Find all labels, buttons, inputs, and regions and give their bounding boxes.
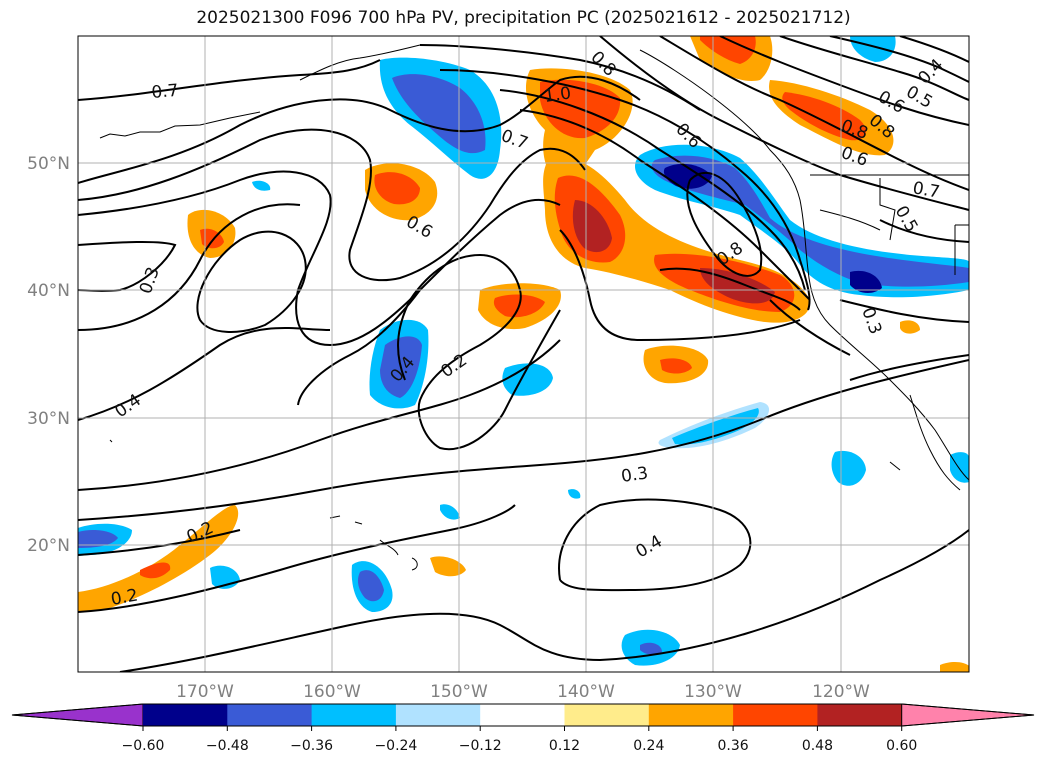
colorbar-segment — [480, 704, 565, 726]
colorbar-tick-label: 0.12 — [549, 738, 580, 754]
latitude-labels: 50°N 40°N 30°N 20°N — [27, 154, 70, 556]
lat-label: 30°N — [27, 409, 70, 429]
map-content: 0.7 1.0 0.8 0.8 0.7 0.6 0.6 0.4 0.5 0.8 … — [78, 36, 969, 672]
colorbar-segment — [395, 704, 481, 726]
map-background — [78, 36, 969, 672]
lon-label: 140°W — [557, 682, 615, 702]
colorbar-segment — [311, 704, 397, 726]
colorbar-ticks: −0.60 −0.48 −0.36 −0.24 −0.12 0.12 0.24 0.36 0.4… — [122, 726, 917, 754]
colorbar-tick-label: −0.48 — [206, 738, 249, 754]
colorbar-tick-label: −0.24 — [374, 738, 417, 754]
colorbar-tick-label: −0.60 — [122, 738, 165, 754]
colorbar-arrow-right — [901, 703, 1035, 727]
colorbar-tick-label: −0.36 — [290, 738, 333, 754]
lon-label: 170°W — [176, 682, 234, 702]
lat-label: 40°N — [27, 281, 70, 301]
colorbar-segment — [227, 704, 313, 726]
lon-label: 120°W — [812, 682, 870, 702]
lat-label: 50°N — [27, 154, 70, 174]
colorbar-segment — [817, 704, 903, 726]
colorbar-arrow-left — [11, 703, 144, 727]
colorbar-tick-label: 0.36 — [718, 738, 749, 754]
lat-label: 20°N — [27, 536, 70, 556]
contour-label: 0.7 — [911, 178, 941, 202]
colorbar-segment — [648, 704, 734, 726]
colorbar-tick-label: 0.60 — [886, 738, 917, 754]
contour-label: 0.7 — [151, 81, 180, 103]
coastline — [99, 44, 969, 491]
lon-label: 160°W — [303, 682, 361, 702]
pv-contours — [78, 36, 969, 672]
colorbar-tick-label: −0.12 — [459, 738, 502, 754]
colorbar-segment — [733, 704, 818, 726]
colorbar — [11, 703, 1035, 727]
longitude-labels: 170°W 160°W 150°W 140°W 130°W 120°W — [176, 682, 870, 702]
lon-label: 150°W — [430, 682, 488, 702]
map-title: 2025021300 F096 700 hPa PV, precipitatio… — [196, 8, 851, 28]
graticule — [78, 36, 969, 672]
colorbar-tick-label: 0.48 — [802, 738, 833, 754]
colorbar-tick-label: 0.24 — [633, 738, 664, 754]
map-frame — [77, 35, 970, 673]
contour-label: 1.0 — [543, 83, 573, 107]
colorbar-segment — [564, 704, 650, 726]
contour-label: 0.2 — [109, 586, 139, 610]
colorbar-segment — [143, 704, 228, 726]
contour-label: 0.3 — [620, 463, 650, 487]
lon-label: 130°W — [684, 682, 742, 702]
